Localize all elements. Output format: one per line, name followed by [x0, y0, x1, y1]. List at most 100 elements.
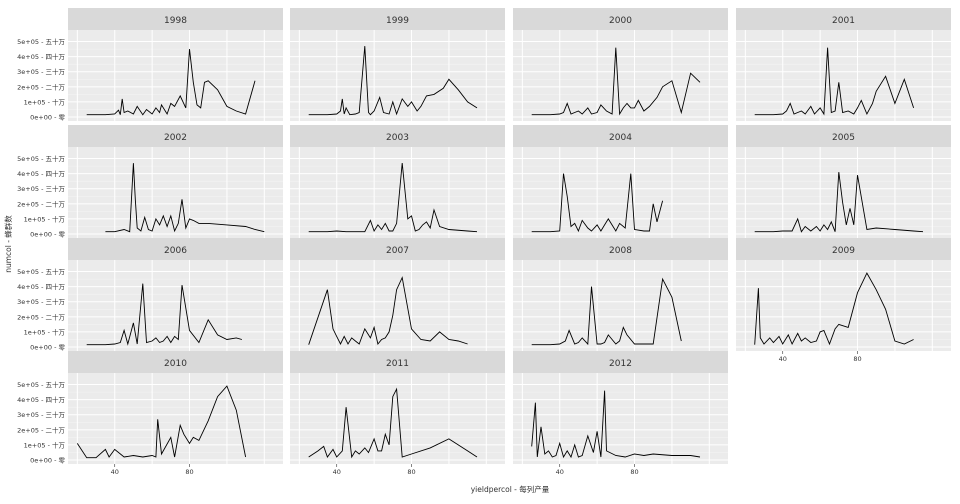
facet-strip [68, 8, 283, 30]
y-tick-label: 0e+00 - 零 [30, 231, 65, 239]
panel-background [290, 373, 505, 464]
series-line-2012 [531, 390, 701, 459]
facet-strip [290, 238, 505, 260]
panel-background [290, 147, 505, 238]
y-axis-title: numcol - 蜂群数 [3, 215, 13, 273]
y-tick-label: 1e+05 - 十万 [24, 214, 66, 223]
panel-background [513, 373, 728, 464]
facet-strip [290, 125, 505, 147]
facet-panel-2005: 2005 [736, 125, 951, 238]
facet-panel-2010: 2010 [68, 351, 283, 464]
x-tick-label: 40 [111, 468, 119, 476]
series-line-1999 [308, 46, 478, 116]
y-tick-label: 1e+05 - 十万 [24, 440, 66, 449]
series-line-2011 [308, 387, 478, 459]
series-line-2001 [754, 47, 915, 116]
facet-strip-label: 2001 [832, 16, 855, 26]
y-tick-label: 3e+05 - 三十万 [17, 410, 65, 419]
y-tick-label: 4e+05 - 四十万 [17, 395, 65, 404]
facet-strip [290, 351, 505, 373]
facet-strip [68, 351, 283, 373]
facet-strip-label: 1999 [386, 16, 409, 26]
x-tick-label: 40 [333, 468, 341, 476]
facet-strip-label: 2012 [609, 359, 632, 369]
y-tick-label: 3e+05 - 三十万 [17, 297, 65, 306]
facet-panel-1999: 1999 [290, 8, 505, 121]
x-tick-label: 80 [630, 468, 638, 476]
y-tick-label: 2e+05 - 二十万 [17, 199, 65, 208]
x-tick-label: 40 [779, 355, 787, 363]
y-tick-label: 4e+05 - 四十万 [17, 52, 65, 61]
facet-strip-label: 2000 [609, 16, 632, 26]
facet-panel-2004: 2004 [513, 125, 728, 238]
facet-strip-label: 2007 [386, 246, 409, 256]
y-tick-label: 2e+05 - 二十万 [17, 82, 65, 91]
y-tick-label: 5e+05 - 五十万 [17, 380, 65, 389]
panel-background [290, 30, 505, 121]
facet-panel-2012: 2012 [513, 351, 728, 464]
facet-strip [736, 125, 951, 147]
panel-background [736, 260, 951, 351]
facet-strip-label: 2003 [386, 133, 409, 143]
facet-strip-label: 2006 [164, 246, 187, 256]
series-line-2009 [754, 272, 914, 346]
facet-panel-2008: 2008 [513, 238, 728, 351]
facet-panel-2002: 2002 [68, 125, 283, 238]
y-tick-label: 5e+05 - 五十万 [17, 267, 65, 276]
x-tick-label: 80 [853, 355, 861, 363]
series-line-2010 [76, 385, 247, 459]
facet-panel-2007: 2007 [290, 238, 505, 351]
series-line-2005 [754, 172, 924, 233]
facet-panel-2009: 2009 [736, 238, 951, 351]
facet-strip [68, 238, 283, 260]
series-line-1998 [86, 49, 256, 116]
facet-strip-label: 2004 [609, 133, 632, 143]
panel-background [68, 373, 283, 464]
panel-background [736, 147, 951, 238]
y-tick-label: 1e+05 - 十万 [24, 327, 66, 336]
series-line-2002 [105, 163, 265, 233]
panel-background [513, 30, 728, 121]
facet-strip [513, 238, 728, 260]
facet-strip-label: 2008 [609, 246, 632, 256]
y-tick-label: 0e+00 - 零 [30, 457, 65, 465]
x-tick-label: 80 [407, 468, 415, 476]
y-tick-label: 4e+05 - 四十万 [17, 169, 65, 178]
y-tick-label: 0e+00 - 零 [30, 344, 65, 352]
facet-strip [513, 125, 728, 147]
panel-background [290, 260, 505, 351]
y-tick-label: 0e+00 - 零 [30, 114, 65, 122]
facet-strip-label: 2009 [832, 246, 855, 256]
panel-background [513, 260, 728, 351]
panel-background [736, 30, 951, 121]
series-line-2004 [531, 173, 664, 233]
facet-strip [736, 8, 951, 30]
panels: 1998 1999 2000 2001 2002 2003 2004 2005 2006 2007… [68, 8, 951, 464]
facet-panel-2000: 2000 [513, 8, 728, 121]
facet-strip [68, 125, 283, 147]
series-line-2000 [531, 47, 701, 116]
axes: 0e+00 - 零 1e+05 - 十万 2e+05 - 二十万 3e+05 - 三十… [17, 37, 862, 476]
x-axis-title: yieldpercol - 每列产量 [471, 484, 550, 494]
facet-panel-2001: 2001 [736, 8, 951, 121]
y-tick-label: 3e+05 - 三十万 [17, 67, 65, 76]
series-line-2008 [531, 277, 682, 346]
y-tick-label: 5e+05 - 五十万 [17, 154, 65, 163]
panel-background [513, 147, 728, 238]
panel-background [68, 147, 283, 238]
facet-panel-1998: 1998 [68, 8, 283, 121]
facet-strip-label: 2010 [164, 359, 187, 369]
facet-strip-label: 2011 [386, 359, 409, 369]
x-tick-label: 40 [556, 468, 564, 476]
facet-strip-label: 2005 [832, 133, 855, 143]
y-tick-label: 4e+05 - 四十万 [17, 282, 65, 291]
facet-strip [513, 351, 728, 373]
facet-strip-label: 2002 [164, 133, 187, 143]
y-tick-label: 5e+05 - 五十万 [17, 37, 65, 46]
facet-strip-label: 1998 [164, 16, 187, 26]
series-line-2007 [308, 276, 468, 346]
panel-background [68, 260, 283, 351]
y-tick-label: 2e+05 - 二十万 [17, 312, 65, 321]
facet-strip [290, 8, 505, 30]
panel-background [68, 30, 283, 121]
